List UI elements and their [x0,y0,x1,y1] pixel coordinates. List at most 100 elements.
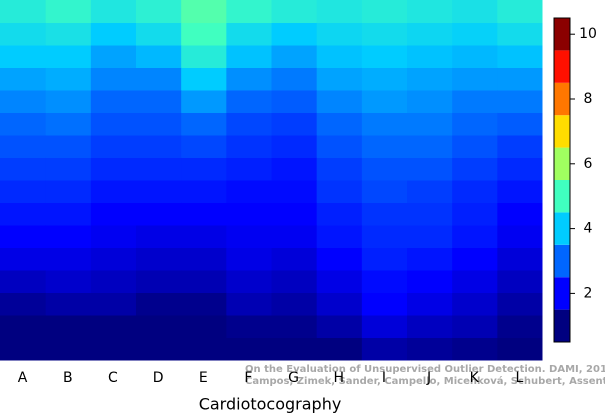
heat-cell [225,112,272,136]
heat-cell [316,67,362,91]
heat-cell [361,247,407,271]
heat-cell [451,157,498,181]
heat-cell [45,292,91,316]
heat-cell [271,90,317,113]
heat-cell [451,270,498,293]
heat-cell [0,0,46,23]
heat-cell [45,270,91,293]
heat-cell [361,337,407,361]
heat-cell [271,202,317,226]
colorbar-tick-label: 4 [584,221,593,237]
heat-cell [271,337,317,361]
heat-cell [180,157,227,181]
heat-cell [0,315,46,338]
heat-cell [0,270,46,293]
heat-cell [45,45,91,68]
heat-cell [135,22,182,46]
heat-cell [135,135,182,158]
heat-cell [135,67,182,91]
heat-cell [90,337,136,361]
heat-cell [90,67,136,91]
heat-cell [225,90,272,113]
heat-cell [225,67,272,91]
heat-cell [45,22,91,46]
heat-cell [496,45,543,68]
heat-cell [496,157,543,181]
heat-cell [135,112,182,136]
heat-cell [180,45,227,68]
heat-cell [45,157,91,181]
heat-cell [45,112,91,136]
heat-cell [316,0,362,23]
colorbar-frame [553,17,571,343]
x-tick-label: G [288,370,299,386]
heat-cell [316,45,362,68]
heat-cell [0,337,46,361]
heat-cell [0,90,46,113]
heat-cell [135,45,182,68]
colorbar-band [554,212,570,245]
heat-cell [496,225,543,248]
heat-cell [451,22,498,46]
heat-cell [316,112,362,136]
heat-cell [180,90,227,113]
heat-cell [406,45,453,68]
heat-cell [45,315,91,338]
heat-cell [316,337,362,361]
heat-cell [90,225,136,248]
heat-cell [45,0,91,23]
heat-cell [316,135,362,158]
heat-cell [451,0,498,23]
heat-cell [316,90,362,113]
heat-cell [316,292,362,316]
heat-cell [225,270,272,293]
x-tick-label: H [333,370,344,386]
heat-cell [90,247,136,271]
heat-cell [135,315,182,338]
heat-cell [90,0,136,23]
heat-cell [496,180,543,203]
colorbar-band [554,115,570,148]
heat-cell [180,315,227,338]
heat-cell [406,270,453,293]
colorbar-band [554,180,570,213]
x-tick-label: I [382,370,386,386]
heat-cell [271,22,317,46]
heat-cell [0,202,46,226]
heat-cell [406,202,453,226]
heat-cell [180,135,227,158]
heat-cell [225,315,272,338]
heat-cell [180,180,227,203]
heat-cell [406,0,453,23]
heat-cell [496,337,543,361]
heat-cell [406,337,453,361]
heat-cell [451,135,498,158]
heat-cell [271,45,317,68]
heat-cell [0,135,46,158]
heat-cell [316,202,362,226]
heat-cell [135,292,182,316]
heat-cell [496,247,543,271]
heat-cell [271,292,317,316]
heat-cell [0,45,46,68]
heat-cell [225,157,272,181]
heat-cell [496,135,543,158]
heat-cell [180,22,227,46]
heat-cell [45,90,91,113]
heat-cell [406,22,453,46]
heat-cell [316,247,362,271]
heat-cell [90,45,136,68]
heat-cell [271,112,317,136]
heat-cell [90,270,136,293]
heat-cell [451,247,498,271]
heat-cell [361,135,407,158]
heat-cell [406,315,453,338]
heat-cell [90,90,136,113]
heat-cell [90,135,136,158]
heat-cell [451,202,498,226]
x-tick-label: D [153,370,164,386]
heat-cell [180,202,227,226]
colorbar-band [554,147,570,180]
